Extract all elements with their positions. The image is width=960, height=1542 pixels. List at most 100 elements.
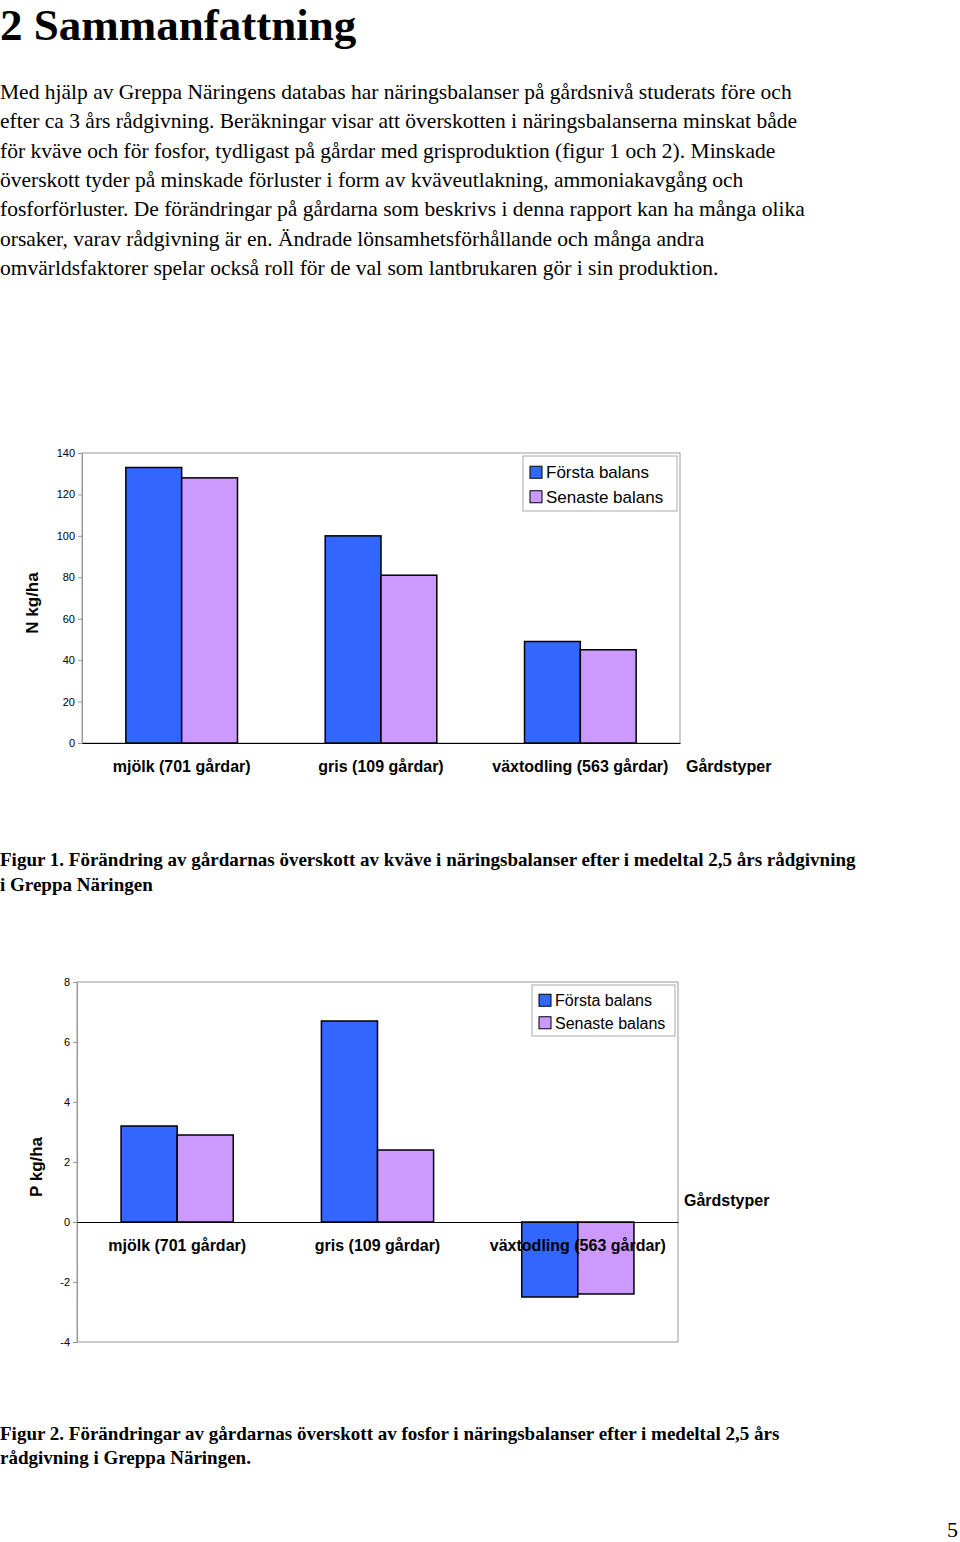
y-axis: -4 -2 0 2 4 6 8	[60, 976, 77, 1348]
y-tick: 80	[63, 571, 82, 583]
x-axis-line	[78, 1222, 679, 1223]
y-tick: 0	[69, 737, 82, 749]
legend: Första balans Senaste balans	[523, 456, 677, 511]
paragraph-line: för kväve och för fosfor, tydligast på g…	[0, 139, 775, 163]
y-tick: 20	[63, 696, 82, 708]
y-tick-mark	[78, 702, 82, 703]
bar	[177, 1135, 233, 1222]
x-tick: mjölk (701 gårdar)	[113, 743, 251, 775]
y-tick-mark	[78, 453, 82, 454]
paragraph-line: omvärldsfaktorer spelar också roll för d…	[0, 256, 718, 280]
y-tick-mark	[73, 1222, 77, 1223]
y-tick-mark	[73, 1042, 77, 1043]
x-tick-label: mjölk (701 gårdar)	[113, 758, 251, 775]
y-tick: 140	[57, 447, 82, 459]
legend-box	[532, 985, 675, 1036]
y-axis-title: P kg/ha	[27, 1136, 46, 1197]
bar	[522, 1222, 578, 1297]
legend-swatch	[539, 994, 551, 1006]
y-tick-mark	[73, 982, 77, 983]
y-tick: 120	[57, 488, 82, 500]
y-tick-mark	[78, 536, 82, 537]
bar	[378, 1150, 434, 1222]
y-tick-mark	[73, 1162, 77, 1163]
x-axis-title: Gårdstyper	[684, 1192, 769, 1209]
chart: 0 20 40 60 80 100 120 140 mjölk (701 gårdar) gris…	[23, 447, 771, 775]
y-tick-label: 20	[63, 696, 75, 708]
legend-label: Senaste balans	[555, 1015, 665, 1032]
paragraph-line: efter ca 3 års rådgivning. Beräkningar v…	[0, 109, 797, 133]
paragraph-line: överskott tyder på minskade förluster i …	[0, 168, 744, 192]
y-tick-label: 0	[69, 737, 75, 749]
bars	[121, 1021, 634, 1297]
chart: -4 -2 0 2 4 6 8 mjölk (701 gårdar) gris (109 går…	[27, 976, 769, 1348]
y-tick-mark	[78, 660, 82, 661]
paragraph-line: fosforförluster. De förändringar på gård…	[0, 197, 805, 221]
figure-caption: i Greppa Näringen	[0, 874, 153, 895]
legend-swatch	[530, 466, 542, 478]
y-tick-mark	[73, 1342, 77, 1343]
y-tick: 2	[64, 1156, 77, 1168]
y-tick-label: 8	[64, 976, 70, 988]
x-axis: mjölk (701 gårdar) gris (109 gårdar) växto…	[78, 1222, 679, 1254]
x-tick: växtodling (563 gårdar)	[490, 1222, 666, 1254]
bar	[525, 642, 581, 744]
page-number: 5	[947, 1517, 958, 1542]
paragraph-line: Med hjälp av Greppa Näringens databas ha…	[0, 80, 792, 104]
x-tick-label: växtodling (563 gårdar)	[492, 758, 668, 775]
y-tick-label: 80	[63, 571, 75, 583]
bar	[580, 650, 636, 743]
bar	[121, 1126, 177, 1222]
y-tick-label: 0	[64, 1216, 70, 1228]
bar	[182, 478, 238, 743]
x-axis: mjölk (701 gårdar) gris (109 gårdar) växto…	[83, 743, 681, 775]
bar	[381, 575, 437, 743]
y-tick: 4	[64, 1096, 77, 1108]
y-tick: 40	[63, 654, 82, 666]
legend-box	[523, 456, 677, 511]
y-tick: 8	[64, 976, 77, 988]
bar	[325, 536, 381, 743]
plot-frame	[82, 453, 680, 743]
y-tick-mark	[73, 1102, 77, 1103]
y-axis-line	[82, 454, 83, 744]
y-tick-mark	[78, 619, 82, 620]
y-tick: -2	[60, 1276, 77, 1288]
figure-caption: Figur 1. Förändring av gårdarnas översko…	[0, 849, 856, 870]
legend-swatch	[530, 491, 542, 503]
legend-label: Senaste balans	[546, 488, 663, 507]
bar	[578, 1222, 634, 1294]
legend-label: Första balans	[555, 992, 652, 1009]
x-tick: mjölk (701 gårdar)	[108, 1222, 246, 1254]
y-tick-label: 100	[57, 530, 75, 542]
plot-frame	[77, 982, 678, 1342]
y-axis-title: N kg/ha	[23, 572, 42, 634]
y-tick-label: 40	[63, 654, 75, 666]
figure-caption: Figur 2. Förändringar av gårdarnas övers…	[0, 1423, 779, 1444]
x-tick: växtodling (563 gårdar)	[492, 743, 668, 775]
bar	[126, 468, 182, 744]
legend-label: Första balans	[546, 463, 649, 482]
y-tick-mark	[73, 1282, 77, 1283]
y-tick-label: -4	[60, 1336, 70, 1348]
figure-caption: rådgivning i Greppa Näringen.	[0, 1447, 251, 1468]
x-tick-label: gris (109 gårdar)	[315, 1237, 440, 1254]
x-axis-title: Gårdstyper	[686, 758, 771, 775]
y-tick-label: 60	[63, 613, 75, 625]
x-tick-label: mjölk (701 gårdar)	[108, 1237, 246, 1254]
y-tick-label: 6	[64, 1036, 70, 1048]
x-tick: gris (109 gårdar)	[318, 743, 443, 775]
x-tick: gris (109 gårdar)	[315, 1222, 440, 1254]
x-axis-line	[83, 743, 681, 744]
legend: Första balans Senaste balans	[532, 985, 675, 1036]
bar	[321, 1021, 377, 1222]
y-tick-mark	[78, 743, 82, 744]
y-tick-mark	[78, 577, 82, 578]
y-tick-label: 140	[57, 447, 75, 459]
y-tick-label: -2	[60, 1276, 70, 1288]
x-tick-label: växtodling (563 gårdar)	[490, 1237, 666, 1254]
y-tick-mark	[78, 494, 82, 495]
legend-swatch	[539, 1017, 551, 1029]
y-tick-label: 4	[64, 1096, 70, 1108]
paragraph-line: orsaker, varav rådgivning är en. Ändrade…	[0, 227, 705, 251]
